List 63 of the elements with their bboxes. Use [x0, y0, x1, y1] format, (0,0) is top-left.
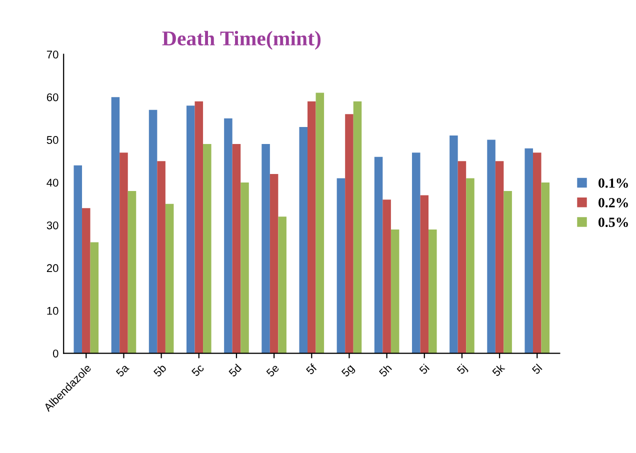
x-tick-label: 5a — [116, 363, 130, 378]
bar — [541, 182, 550, 354]
x-tick-label: 5j — [456, 364, 469, 376]
x-tick-label: 5e — [266, 364, 280, 378]
x-tick-label: 5h — [378, 364, 392, 378]
bar — [316, 92, 324, 354]
bar — [90, 242, 99, 354]
bar — [148, 110, 158, 354]
bar — [120, 152, 128, 354]
bar — [74, 165, 82, 354]
bar — [232, 144, 241, 354]
bar — [450, 136, 458, 354]
bar — [428, 229, 437, 354]
bar — [203, 144, 212, 354]
bar — [458, 161, 466, 354]
chart-title: Death Time(mint) — [162, 30, 321, 50]
x-tick-label: 5l — [531, 364, 542, 375]
bar — [270, 174, 278, 354]
bar — [374, 156, 383, 354]
y-tick-label: 40 — [46, 178, 58, 187]
bar — [353, 101, 362, 354]
bar — [345, 114, 354, 354]
bar — [466, 178, 474, 354]
y-tick-label: 70 — [46, 50, 58, 58]
x-tick-label: 5g — [341, 364, 356, 379]
bar — [128, 191, 136, 354]
bar — [186, 106, 195, 354]
y-tick-label: 30 — [46, 221, 58, 230]
bar — [390, 229, 400, 354]
bar — [111, 97, 120, 354]
x-tick-label: 5b — [152, 363, 167, 378]
bar — [412, 152, 420, 354]
bar — [495, 161, 504, 354]
y-tick-label: 0 — [52, 350, 58, 358]
y-tick-label: 20 — [46, 264, 58, 272]
bar — [336, 178, 346, 354]
bar — [524, 148, 533, 354]
bar — [157, 161, 166, 354]
bar — [504, 191, 512, 354]
bar — [240, 182, 249, 354]
legend-label: 0.5% — [598, 218, 628, 228]
bar — [82, 208, 90, 354]
y-tick-label: 60 — [46, 93, 58, 102]
bar — [278, 216, 286, 354]
bar — [262, 144, 270, 354]
x-tick-label: 5f — [305, 363, 318, 376]
bar — [487, 140, 496, 354]
bar — [194, 101, 204, 354]
bar — [308, 101, 316, 354]
bar — [224, 118, 232, 354]
legend-label: 0.2% — [598, 198, 628, 208]
bar — [165, 204, 174, 354]
bar — [532, 152, 542, 354]
x-tick-label: 5d — [228, 364, 242, 378]
x-tick-label: 5i — [418, 364, 430, 375]
x-tick-label: 5c — [191, 364, 204, 377]
bar — [420, 195, 429, 354]
x-tick-label: 5k — [492, 363, 506, 377]
y-tick-label: 10 — [47, 306, 58, 315]
legend-label: 0.1% — [598, 178, 628, 188]
y-tick-label: 50 — [46, 136, 58, 144]
bar — [299, 126, 308, 354]
bar — [382, 200, 391, 354]
